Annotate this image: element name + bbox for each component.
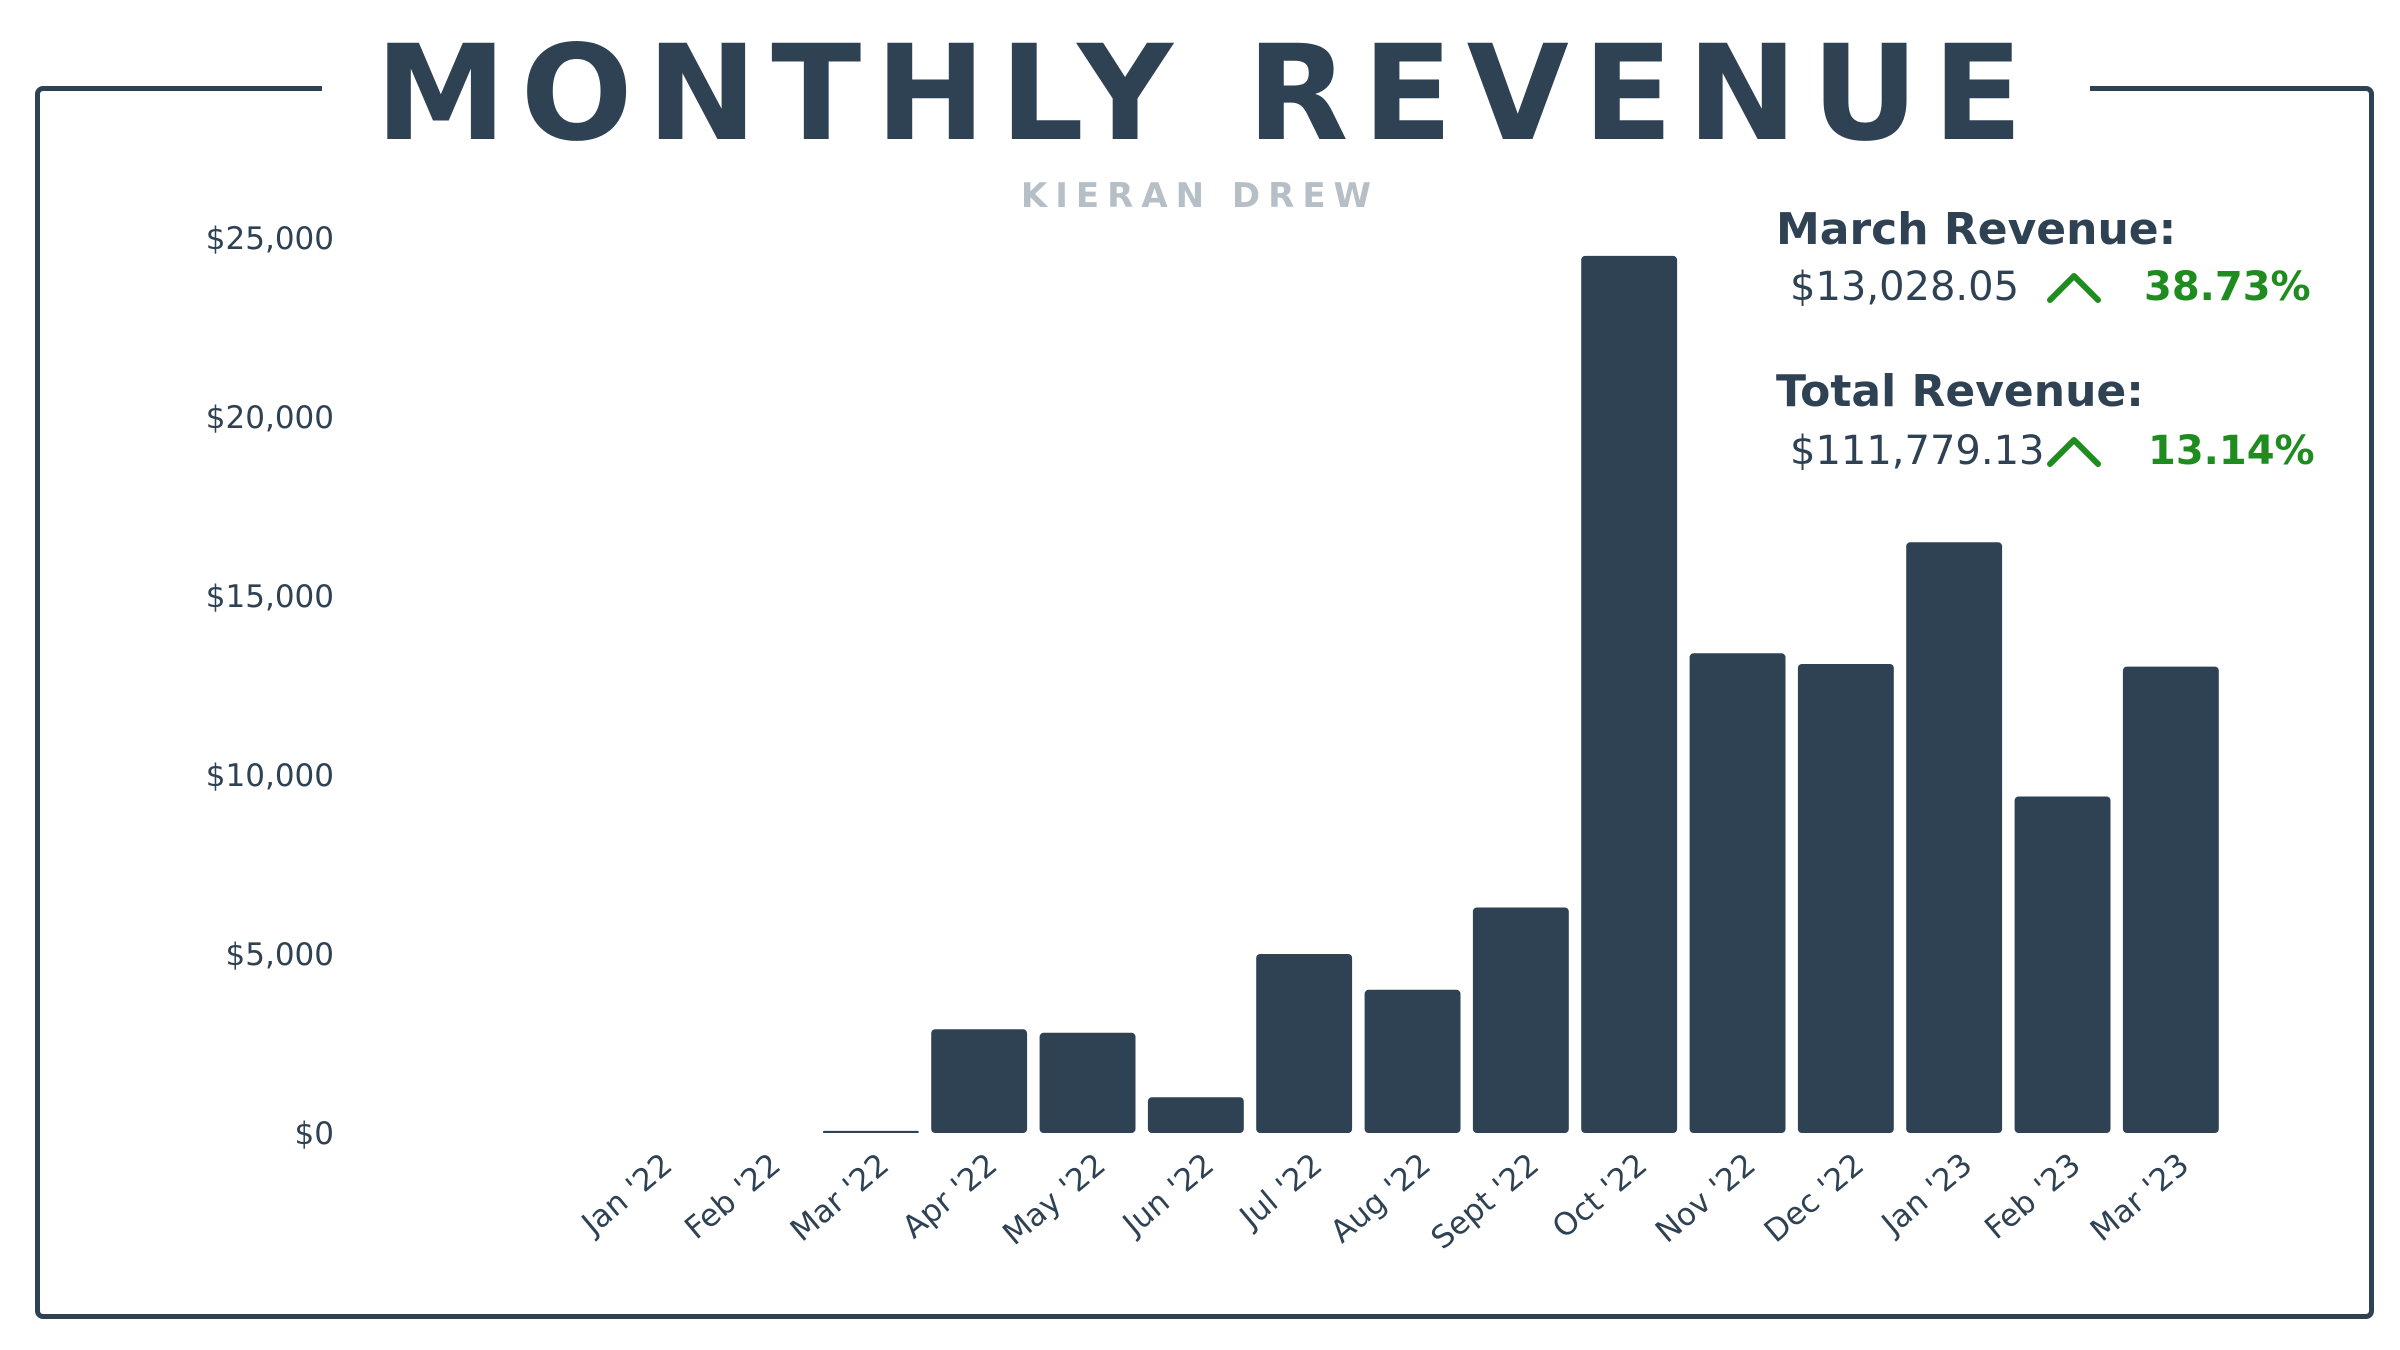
x-tick-label: Nov '22 (1649, 1147, 1763, 1251)
x-tick-label: Apr '22 (896, 1147, 1005, 1246)
chevron-up-icon (2047, 273, 2101, 303)
bar (822, 1130, 919, 1133)
x-tick-label: Jan '22 (574, 1147, 680, 1244)
y-tick-label: $5,000 (226, 937, 334, 973)
x-tick-label: Feb '22 (678, 1147, 787, 1247)
x-tick-label: Oct '22 (1546, 1147, 1654, 1246)
x-tick-label: Mar '22 (784, 1147, 896, 1249)
bar (1689, 653, 1786, 1133)
y-tick-label: $0 (295, 1116, 334, 1152)
title-background: MONTHLY REVENUE (322, 14, 2090, 174)
x-tick-label: Dec '22 (1758, 1147, 1871, 1250)
bar (1147, 1097, 1244, 1133)
total-revenue-value: $111,779.13 (1790, 428, 2045, 474)
bar (2014, 796, 2111, 1133)
bar (1039, 1032, 1136, 1133)
x-tick-label: Mar '23 (2084, 1147, 2196, 1249)
x-tick-label: Sept '22 (1424, 1147, 1546, 1257)
bar (1472, 907, 1569, 1133)
bar (1797, 664, 1894, 1133)
bar (1581, 255, 1678, 1133)
total-revenue-change: 13.14% (2148, 428, 2315, 474)
y-tick-label: $25,000 (206, 221, 334, 257)
march-revenue-label: March Revenue: (1776, 204, 2177, 255)
x-tick-label: Jan '23 (1874, 1147, 1980, 1244)
x-tick-label: Aug '22 (1324, 1147, 1438, 1251)
chart-title: MONTHLY REVENUE (375, 17, 2037, 171)
y-tick-label: $20,000 (206, 400, 334, 436)
chevron-up-icon (2047, 437, 2101, 467)
y-tick-label: $10,000 (206, 758, 334, 794)
bar (1906, 542, 2003, 1133)
bar (1256, 954, 1353, 1133)
chart-subtitle: KIERAN DREW (1020, 176, 1380, 216)
x-tick-label: Jun '22 (1115, 1147, 1221, 1244)
x-tick-label: Jul '22 (1232, 1147, 1330, 1237)
x-tick-label: May '22 (996, 1147, 1113, 1253)
kpi-panel: March Revenue: $13,028.05 38.73% Total R… (1776, 204, 2336, 484)
bar (2122, 666, 2219, 1133)
bar (1364, 989, 1461, 1133)
march-revenue-change: 38.73% (2144, 264, 2311, 310)
march-revenue-value: $13,028.05 (1790, 264, 2020, 310)
x-tick-label: Feb '23 (1978, 1147, 2087, 1247)
y-tick-label: $15,000 (206, 579, 334, 615)
total-revenue-label: Total Revenue: (1776, 366, 2144, 417)
bar (931, 1029, 1028, 1133)
